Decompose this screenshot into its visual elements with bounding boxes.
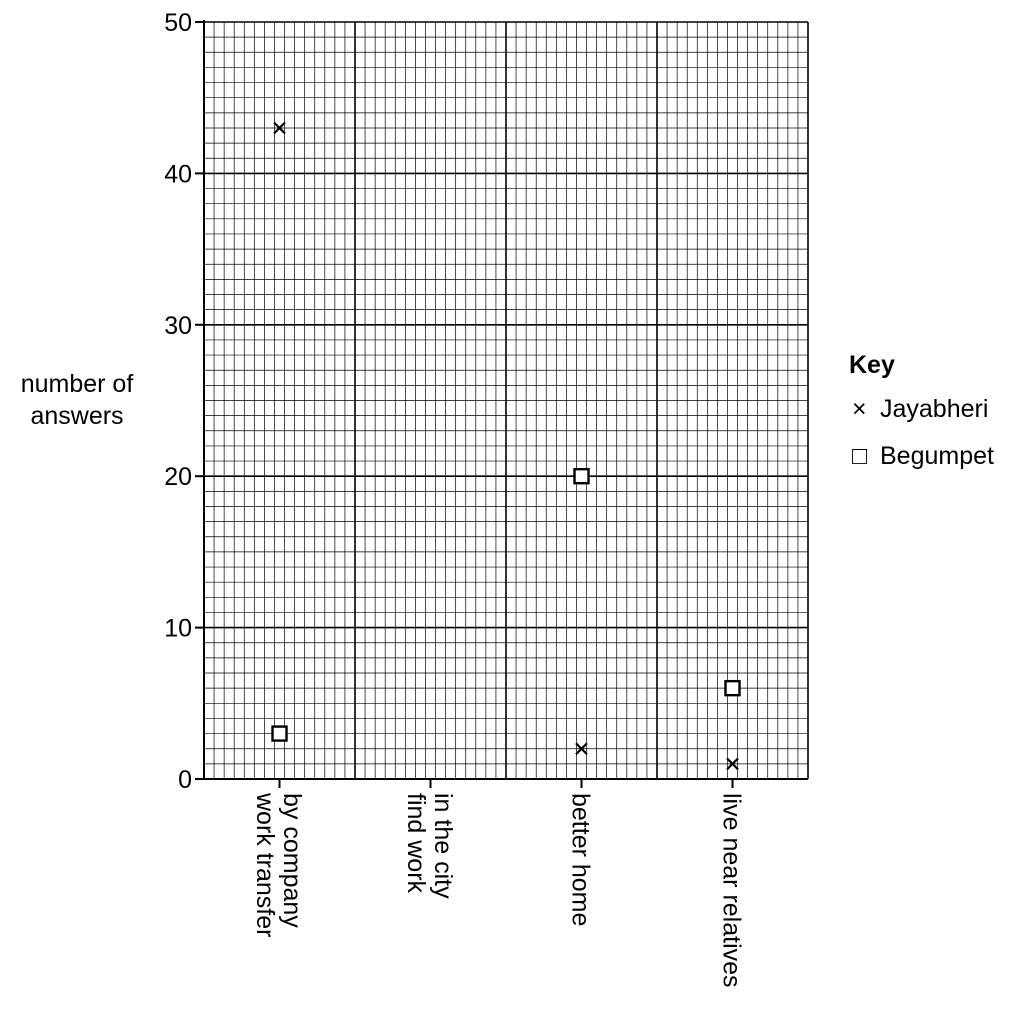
point-stroke	[726, 757, 739, 771]
chart-marks	[271, 121, 741, 771]
chart-axes	[203, 20, 808, 780]
legend-label-jayabheri: Jayabheri	[880, 395, 988, 423]
y-tick-label: 0	[178, 766, 192, 794]
x-category-label: by company	[278, 793, 306, 928]
y-axis-ticks: 0 10 20 30 40 50	[164, 9, 204, 794]
chart-grid	[203, 21, 809, 780]
y-tick-label: 20	[164, 463, 192, 491]
x-category-label: find work	[402, 793, 430, 894]
point-jayabheri	[726, 757, 739, 771]
y-tick-label: 10	[164, 615, 192, 643]
y-tick-label: 30	[164, 312, 192, 340]
legend-title: Key	[849, 351, 895, 379]
point-stroke	[273, 121, 286, 135]
legend: Key × Jayabheri □ Begumpet	[849, 351, 994, 470]
legend-symbol-jayabheri: ×	[852, 395, 867, 423]
x-category-label: live near relatives	[718, 793, 746, 988]
x-category-label: better home	[567, 793, 595, 926]
point-begumpet	[271, 725, 288, 742]
y-tick-label: 50	[164, 9, 192, 37]
y-axis-label-line-1: number of	[21, 370, 134, 398]
point-begumpet	[724, 679, 741, 697]
x-axis-categories: work transfer by company find work in the c…	[251, 779, 746, 988]
point-begumpet	[573, 468, 590, 485]
y-axis-label-line-2: answers	[30, 402, 123, 430]
y-tick-label: 40	[164, 160, 192, 188]
point-jayabheri	[273, 121, 286, 135]
legend-label-begumpet: Begumpet	[880, 442, 994, 470]
legend-symbol-begumpet: □	[852, 442, 868, 470]
point-jayabheri	[575, 742, 588, 755]
point-stroke	[575, 742, 588, 755]
x-category-label: work transfer	[251, 792, 279, 937]
x-category-label: in the city	[429, 793, 457, 899]
